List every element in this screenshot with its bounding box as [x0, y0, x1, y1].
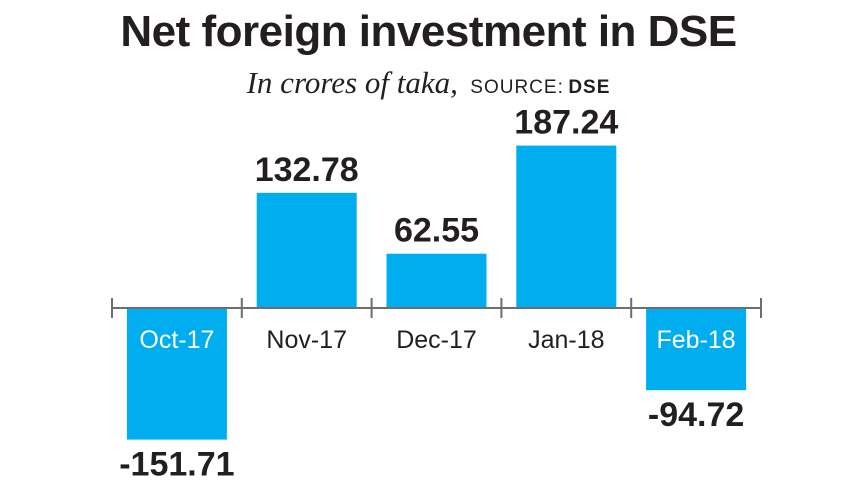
- source-name: DSE: [568, 77, 611, 98]
- value-label-jan-18: 187.24: [514, 104, 618, 142]
- chart-subtitle: In crores of taka, SOURCE: DSE: [0, 66, 857, 106]
- bar-nov-17: [256, 192, 357, 308]
- bar-oct-17: [126, 308, 227, 440]
- unit-label: In crores of taka,: [246, 65, 458, 100]
- x-axis: [111, 298, 762, 318]
- value-labels: -151.71 132.78 62.55 187.24 -94.72: [119, 104, 744, 482]
- category-label-feb-18: Feb-18: [656, 326, 735, 354]
- value-label-oct-17: -151.71: [119, 446, 234, 482]
- category-labels: Oct-17 Nov-17 Dec-17 Jan-18 Feb-18: [139, 326, 735, 354]
- bar-series: [126, 145, 747, 440]
- value-label-nov-17: 132.78: [255, 151, 359, 189]
- bar-feb-18: [646, 308, 747, 391]
- category-label-dec-17: Dec-17: [396, 326, 477, 354]
- value-label-feb-18: -94.72: [648, 396, 744, 434]
- source-label: SOURCE:: [470, 77, 564, 98]
- category-label-oct-17: Oct-17: [139, 326, 214, 354]
- chart-title: Net foreign investment in DSE: [120, 7, 737, 56]
- value-label-dec-17: 62.55: [394, 212, 479, 250]
- bar-dec-17: [386, 253, 487, 308]
- category-label-jan-18: Jan-18: [528, 326, 604, 354]
- category-label-nov-17: Nov-17: [266, 326, 347, 354]
- bar-jan-18: [516, 145, 617, 308]
